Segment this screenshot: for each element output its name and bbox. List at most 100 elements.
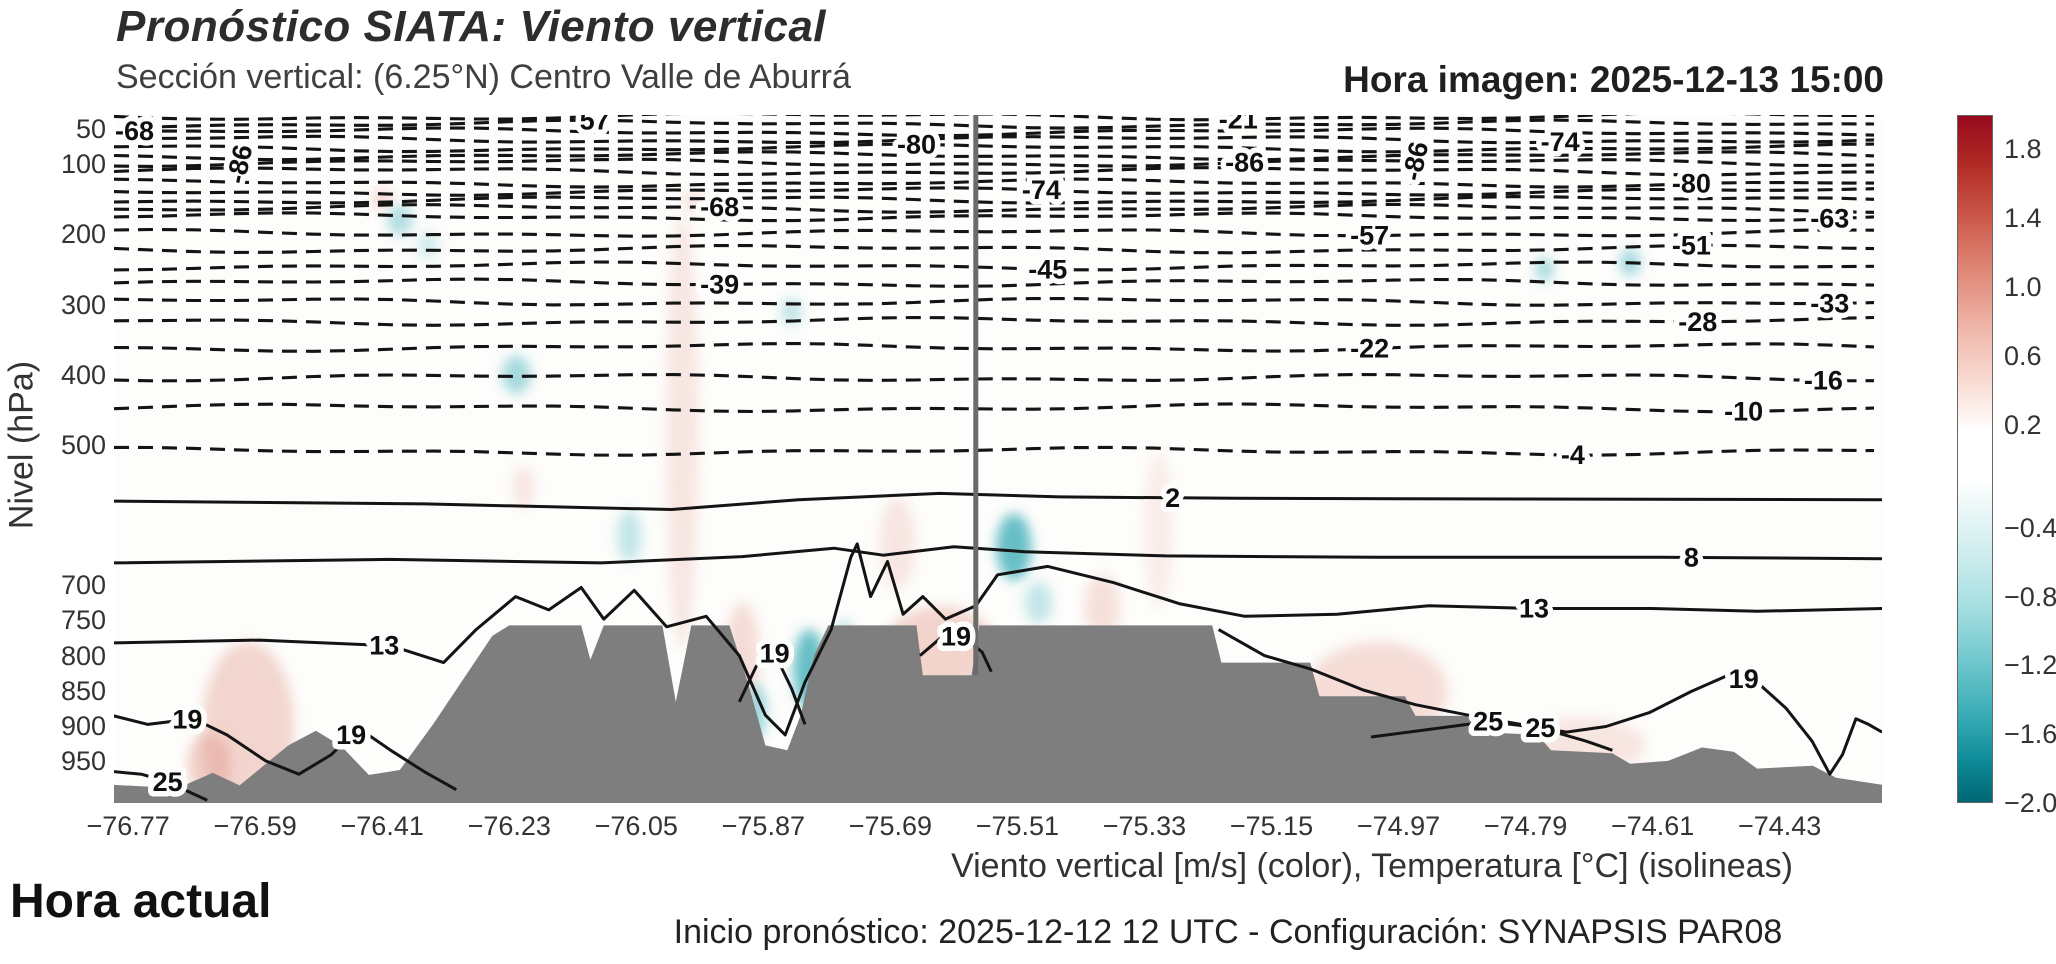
x-tick: −76.05 [594,811,678,841]
x-axis-label: Viento vertical [m/s] (color), Temperatu… [951,847,1793,885]
page-title: Pronóstico SIATA: Viento vertical [116,2,827,51]
isotherm-solid-2 [111,491,1883,511]
isotherm-solid-19 [110,713,458,792]
wind-shading-patch [1144,452,1173,607]
y-tick-500: 500 [60,429,106,460]
isotherm-dashed--68 [113,126,1875,138]
isotherm-dashed--21 [113,111,1875,122]
contour-label: -39 [700,269,739,299]
x-tick: −74.61 [1610,811,1695,841]
current-time-label: Hora actual [10,875,272,928]
contour-label: -16 [1804,366,1843,396]
contour-label: 19 [941,622,971,652]
isotherm-dashed--80 [113,177,1875,189]
isotherm-solid-19 [1217,628,1883,776]
colorbar-gradient [1958,116,1992,802]
contour-label: -86 [1225,147,1264,177]
contour-label: -74 [1022,175,1061,205]
isotherm-dashed--63 [113,211,1875,223]
colorbar-tick: 1.0 [2004,272,2042,302]
y-tick-300: 300 [60,289,106,320]
y-tick-200: 200 [60,219,106,250]
x-tick: −75.51 [975,811,1060,841]
wind-shading-patch [512,466,534,509]
colorbar-tick: 0.6 [2004,340,2042,371]
y-tick-400: 400 [60,359,106,390]
isotherm-solid-19 [737,652,807,725]
contour-label: -10 [1724,397,1763,427]
contour-label: -80 [897,129,936,159]
y-tick-900: 900 [60,710,106,741]
image-time-label: Hora imagen: 2025-12-13 15:00 [1343,59,1884,100]
isotherm-dashed--51 [113,243,1875,255]
isotherm-dashed--74 [113,134,1875,145]
x-tick: −76.59 [213,811,297,841]
terrain-silhouette [111,625,1883,807]
isotherm-dashed-57 [113,118,1875,130]
x-tick: −74.43 [1737,811,1822,841]
isotherm-dashed--33 [113,296,1875,307]
x-tick: −75.69 [848,811,933,841]
contour-label: 19 [1729,664,1759,694]
y-tick-750: 750 [60,605,106,636]
y-tick-850: 850 [60,675,106,706]
isotherm-solid-8 [111,545,1883,565]
contour-label: -68 [115,116,154,146]
wind-shading-patch [996,513,1032,581]
x-tick: −75.33 [1102,811,1187,841]
wind-shading-patch [1084,574,1120,638]
isotherm-dashed--10 [113,402,1875,414]
contour-label: 19 [760,639,790,669]
isotherm-dashed--80 [113,142,1875,154]
contour-label: 2 [1165,483,1180,513]
contour-label: -63 [1810,204,1849,234]
contour-label: 57 [580,115,610,135]
colorbar-tick: −0.8 [2004,581,2056,612]
y-tick-50: 50 [75,114,106,145]
contour-label: -68 [700,192,739,222]
forecast-info: Inicio pronóstico: 2025-12-12 12 UTC - C… [673,913,1783,951]
x-tick: −75.87 [721,811,805,841]
isotherm-solid-19 [919,634,993,673]
contour-label: -80 [1672,169,1711,199]
contour-label: -45 [1028,254,1067,284]
x-tick: −75.15 [1229,811,1314,841]
wind-shading-patch [502,355,531,395]
isotherm-dashed- [113,195,1875,205]
contour-label: 13 [1519,594,1549,624]
contour-label: -33 [1810,289,1849,319]
contour-label: 25 [1473,707,1503,737]
wind-shading-patch [417,230,439,259]
x-tick: −76.41 [340,811,424,841]
x-tick: −74.97 [1356,811,1441,841]
contour-label: 19 [172,705,202,735]
wind-shading-patch [1024,581,1053,624]
colorbar-tick: −1.6 [2004,719,2056,750]
colorbar-tick: −0.4 [2004,512,2056,543]
wind-shading-patch [1535,257,1554,282]
plot-area: -21 57 -68 -74 -80 -86 -86 -86 -80 -74 -68 -63 -57 -5… [109,99,1883,810]
y-tick-800: 800 [60,640,106,671]
isotherm-dashed--45 [113,260,1875,272]
isotherm-dashed--74 [113,186,1875,197]
colorbar-tick: −1.2 [2004,650,2056,681]
isotherm-dashed- [113,150,1875,162]
contour-label: -28 [1678,307,1717,337]
contour-label: 13 [369,631,399,661]
y-tick-100: 100 [60,149,106,180]
isotherm-solid-25 [111,769,208,802]
isotherm-dashed--39 [113,277,1875,288]
isotherm-dashed--16 [113,372,1875,383]
contour-label: -22 [1350,334,1389,364]
isotherm-dashed--68 [113,202,1875,214]
colorbar-tick: 1.4 [2004,203,2042,234]
wind-shading-patch [387,204,413,237]
isotherm-dashed--86 [113,157,1875,168]
contour-label: 25 [1525,713,1555,743]
colorbar-tick: −2.0 [2004,788,2056,818]
contour-label: 19 [336,720,366,750]
x-tick: −76.23 [467,811,551,841]
section-subtitle: Sección vertical: (6.25°N) Centro Valle … [116,58,851,96]
